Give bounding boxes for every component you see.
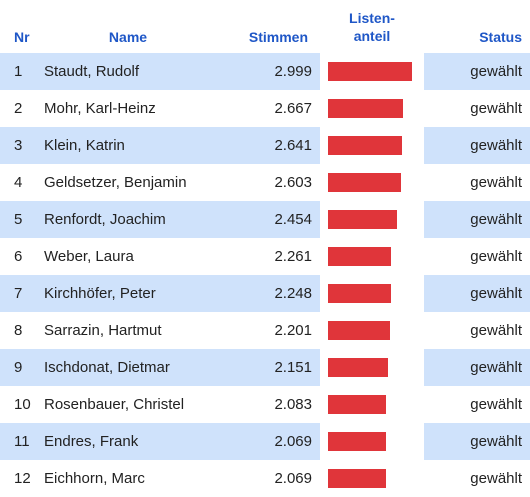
share-bar [328, 284, 391, 303]
row-status: gewählt [424, 164, 530, 201]
row-nr: 12 [0, 460, 40, 497]
header-share[interactable]: Listen- anteil [320, 0, 424, 53]
row-status: gewählt [424, 201, 530, 238]
row-name: Weber, Laura [40, 238, 216, 275]
table-row: 5 Renfordt, Joachim 2.454 gewählt [0, 201, 530, 238]
table-row: 6 Weber, Laura 2.261 gewählt [0, 238, 530, 275]
row-name: Rosenbauer, Christel [40, 386, 216, 423]
header-status[interactable]: Status [424, 0, 530, 53]
row-status: gewählt [424, 386, 530, 423]
row-share [320, 127, 424, 164]
share-bar [328, 173, 401, 192]
row-share [320, 201, 424, 238]
row-votes: 2.603 [216, 164, 320, 201]
row-name: Klein, Katrin [40, 127, 216, 164]
row-votes: 2.069 [216, 423, 320, 460]
row-nr: 3 [0, 127, 40, 164]
row-share [320, 312, 424, 349]
table-row: 4 Geldsetzer, Benjamin 2.603 gewählt [0, 164, 530, 201]
table-row: 10 Rosenbauer, Christel 2.083 gewählt [0, 386, 530, 423]
share-bar [328, 358, 388, 377]
row-share [320, 164, 424, 201]
row-votes: 2.151 [216, 349, 320, 386]
row-votes: 2.201 [216, 312, 320, 349]
row-votes: 2.454 [216, 201, 320, 238]
row-name: Eichhorn, Marc [40, 460, 216, 497]
share-bar [328, 395, 386, 414]
share-bar [328, 432, 386, 451]
header-nr[interactable]: Nr [0, 0, 40, 53]
table-row: 12 Eichhorn, Marc 2.069 gewählt [0, 460, 530, 497]
share-bar [328, 136, 402, 155]
row-status: gewählt [424, 349, 530, 386]
header-share-line2: anteil [353, 28, 391, 44]
row-status: gewählt [424, 238, 530, 275]
row-nr: 7 [0, 275, 40, 312]
row-status: gewählt [424, 460, 530, 497]
share-bar [328, 62, 412, 81]
row-share [320, 238, 424, 275]
table-row: 9 Ischdonat, Dietmar 2.151 gewählt [0, 349, 530, 386]
table-row: 11 Endres, Frank 2.069 gewählt [0, 423, 530, 460]
header-votes[interactable]: Stimmen [216, 0, 320, 53]
row-nr: 10 [0, 386, 40, 423]
row-status: gewählt [424, 127, 530, 164]
row-nr: 1 [0, 53, 40, 90]
share-bar [328, 210, 397, 229]
row-nr: 4 [0, 164, 40, 201]
table-body: 1 Staudt, Rudolf 2.999 gewählt 2 Mohr, K… [0, 53, 530, 497]
row-name: Mohr, Karl-Heinz [40, 90, 216, 127]
table-row: 3 Klein, Katrin 2.641 gewählt [0, 127, 530, 164]
row-nr: 5 [0, 201, 40, 238]
row-share [320, 460, 424, 497]
table-row: 2 Mohr, Karl-Heinz 2.667 gewählt [0, 90, 530, 127]
row-nr: 2 [0, 90, 40, 127]
row-name: Geldsetzer, Benjamin [40, 164, 216, 201]
row-votes: 2.641 [216, 127, 320, 164]
share-bar [328, 469, 386, 488]
row-status: gewählt [424, 90, 530, 127]
row-nr: 11 [0, 423, 40, 460]
row-share [320, 53, 424, 90]
table-row: 1 Staudt, Rudolf 2.999 gewählt [0, 53, 530, 90]
row-name: Staudt, Rudolf [40, 53, 216, 90]
row-share [320, 349, 424, 386]
row-name: Renfordt, Joachim [40, 201, 216, 238]
row-status: gewählt [424, 423, 530, 460]
table-row: 7 Kirchhöfer, Peter 2.248 gewählt [0, 275, 530, 312]
row-status: gewählt [424, 275, 530, 312]
row-status: gewählt [424, 53, 530, 90]
row-votes: 2.248 [216, 275, 320, 312]
header-name[interactable]: Name [40, 0, 216, 53]
row-share [320, 90, 424, 127]
share-bar [328, 321, 390, 340]
share-bar [328, 99, 403, 118]
row-name: Kirchhöfer, Peter [40, 275, 216, 312]
row-votes: 2.999 [216, 53, 320, 90]
row-votes: 2.069 [216, 460, 320, 497]
header-share-line1: Listen- [349, 10, 395, 26]
row-votes: 2.261 [216, 238, 320, 275]
row-name: Ischdonat, Dietmar [40, 349, 216, 386]
row-votes: 2.083 [216, 386, 320, 423]
table-row: 8 Sarrazin, Hartmut 2.201 gewählt [0, 312, 530, 349]
header-row: Nr Name Stimmen Listen- anteil Status [0, 0, 530, 53]
row-votes: 2.667 [216, 90, 320, 127]
row-status: gewählt [424, 312, 530, 349]
row-share [320, 386, 424, 423]
share-bar [328, 247, 391, 266]
row-share [320, 423, 424, 460]
row-nr: 8 [0, 312, 40, 349]
row-name: Sarrazin, Hartmut [40, 312, 216, 349]
row-nr: 6 [0, 238, 40, 275]
row-nr: 9 [0, 349, 40, 386]
row-name: Endres, Frank [40, 423, 216, 460]
row-share [320, 275, 424, 312]
